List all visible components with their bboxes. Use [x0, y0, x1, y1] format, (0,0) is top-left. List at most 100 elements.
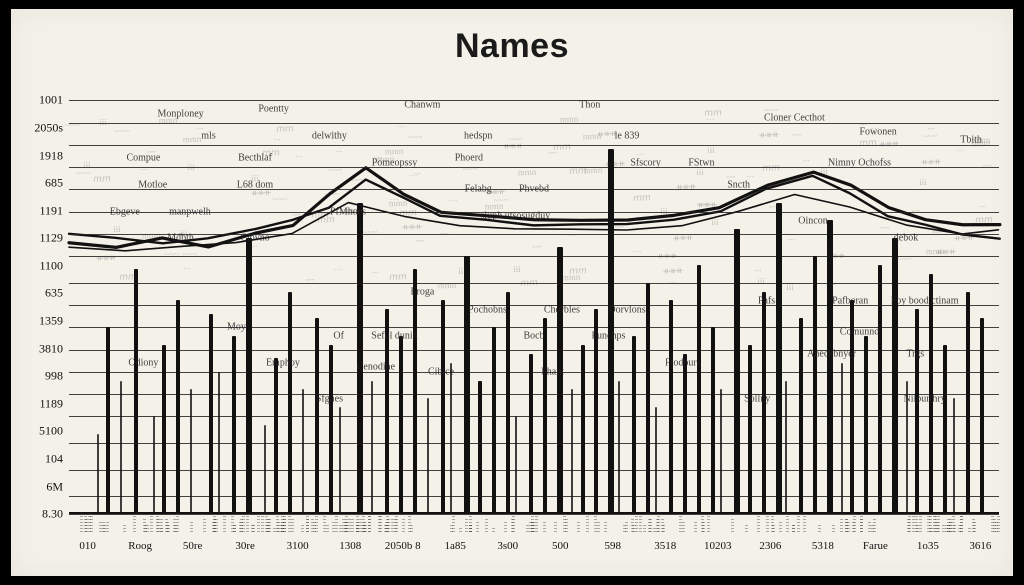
- base-texture: [150, 514, 153, 532]
- base-texture: [311, 518, 314, 532]
- bar: [785, 381, 787, 515]
- bar: [748, 345, 752, 514]
- bar: [529, 354, 533, 514]
- x-axis-label: 30re: [235, 540, 255, 552]
- base-texture: [410, 523, 413, 532]
- bar: [218, 372, 220, 514]
- base-texture: [395, 516, 398, 532]
- bar: [966, 292, 970, 515]
- base-texture: [465, 519, 468, 532]
- base-texture: [949, 521, 952, 532]
- bar: [734, 229, 740, 514]
- bar: [134, 269, 138, 514]
- base-texture: [679, 513, 682, 532]
- base-texture: [215, 519, 218, 532]
- y-axis-label: 104: [45, 452, 63, 467]
- bar: [357, 203, 363, 515]
- base-texture: [586, 516, 589, 532]
- base-texture: [694, 520, 697, 532]
- base-texture: [239, 520, 242, 532]
- base-texture: [276, 512, 279, 532]
- x-axis-label: 1a85: [445, 540, 466, 552]
- y-axis-label: 1191: [39, 203, 63, 218]
- bar: [399, 336, 403, 514]
- line-series: [69, 195, 998, 251]
- base-texture: [123, 524, 126, 532]
- gridline: [69, 234, 999, 235]
- bar: [506, 292, 510, 515]
- plot-area: 10012050s1918685119111291100635135938109…: [69, 87, 999, 532]
- base-texture: [933, 516, 936, 532]
- base-texture: [707, 516, 710, 532]
- bar: [385, 309, 389, 514]
- bar: [943, 345, 947, 514]
- x-axis-label: 3616: [969, 540, 991, 552]
- bar: [850, 300, 854, 514]
- base-texture: [840, 517, 843, 532]
- base-texture: [492, 526, 495, 532]
- bar: [799, 318, 803, 514]
- base-texture: [577, 521, 580, 532]
- base-texture: [203, 519, 206, 532]
- base-texture: [643, 523, 646, 532]
- base-texture: [779, 521, 782, 532]
- y-axis-label: 1918: [39, 148, 63, 163]
- bar: [264, 425, 266, 514]
- base-texture: [682, 522, 685, 532]
- bar: [571, 389, 573, 514]
- base-texture: [639, 516, 642, 532]
- base-texture: [832, 525, 835, 532]
- base-texture: [261, 513, 264, 532]
- base-texture: [915, 513, 918, 532]
- base-texture: [106, 522, 109, 532]
- base-texture: [871, 523, 874, 532]
- bar: [190, 389, 192, 514]
- base-texture: [257, 513, 260, 532]
- base-texture: [972, 518, 975, 532]
- x-axis-label: Roog: [128, 540, 152, 552]
- bar: [892, 238, 898, 514]
- base-texture: [818, 524, 821, 532]
- y-axis-label: 635: [45, 286, 63, 301]
- base-texture: [853, 512, 856, 532]
- base-texture: [459, 526, 462, 532]
- bar: [441, 300, 445, 514]
- y-axis-label: 1001: [39, 93, 63, 108]
- gridline: [69, 212, 999, 213]
- base-texture: [594, 515, 597, 532]
- chart-frame: Names 10012050s1918685119111291100635135…: [11, 9, 1013, 576]
- bar: [315, 318, 319, 514]
- base-texture: [156, 515, 159, 532]
- base-texture: [356, 525, 359, 532]
- base-texture: [342, 519, 345, 532]
- base-texture: [766, 513, 769, 532]
- base-texture: [384, 525, 387, 532]
- bar: [450, 363, 452, 514]
- y-axis-label: 3810: [39, 341, 63, 356]
- x-axis-label: 2306: [759, 540, 781, 552]
- bar: [878, 265, 882, 514]
- base-texture: [90, 513, 93, 532]
- bar: [557, 247, 563, 514]
- base-texture: [223, 513, 226, 532]
- bar: [669, 300, 673, 514]
- base-texture: [268, 518, 271, 532]
- base-texture: [968, 526, 971, 532]
- bar: [492, 327, 496, 514]
- base-texture: [757, 516, 760, 532]
- base-texture: [554, 521, 557, 532]
- y-axis-label: 2050s: [34, 120, 63, 135]
- base-texture: [930, 526, 933, 532]
- base-texture: [648, 517, 651, 532]
- bar: [153, 416, 155, 514]
- base-texture: [792, 525, 795, 532]
- y-axis-label: 1359: [39, 314, 63, 329]
- bar: [608, 149, 614, 514]
- x-axis-label: 3s00: [497, 540, 518, 552]
- base-texture: [173, 519, 176, 532]
- bar: [632, 336, 636, 514]
- base-texture: [701, 515, 704, 532]
- base-texture: [958, 524, 961, 532]
- bar: [720, 389, 722, 514]
- base-texture: [623, 523, 626, 532]
